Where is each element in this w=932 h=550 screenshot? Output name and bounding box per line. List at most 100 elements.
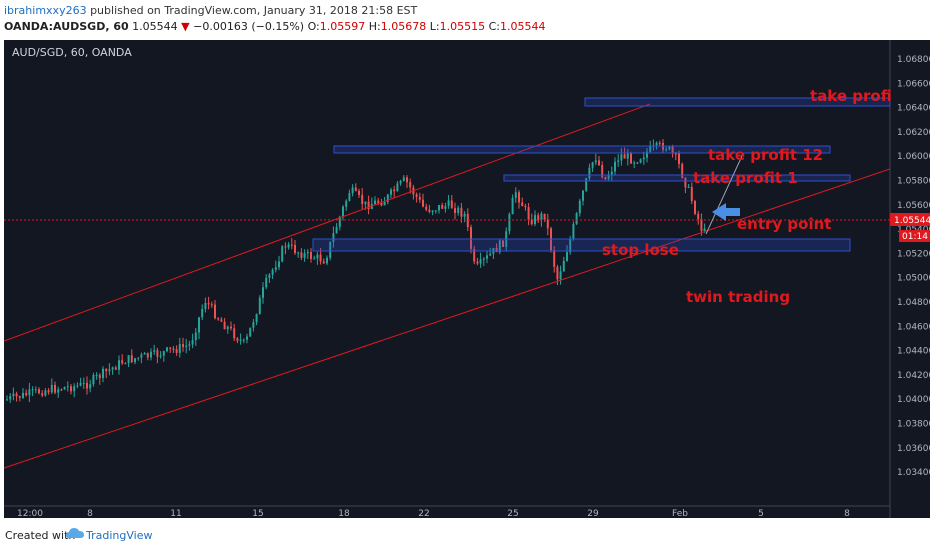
candle-body — [441, 205, 444, 209]
candle-body — [630, 153, 632, 164]
candle-body — [114, 367, 117, 370]
candle-body — [694, 201, 696, 214]
candle-body — [521, 202, 524, 207]
candle-body — [633, 162, 636, 164]
time-tick-label: 11 — [170, 509, 181, 518]
tradingview-link[interactable]: TradingView — [86, 529, 153, 542]
candle-body — [287, 244, 290, 248]
candle-body — [335, 226, 338, 234]
author-link[interactable]: ibrahimxxy263 — [4, 4, 87, 17]
candle-body — [361, 194, 364, 204]
candle-body — [409, 182, 412, 188]
take-profit-12-zone[interactable] — [333, 145, 831, 154]
candle-body — [508, 214, 511, 232]
candle-body — [31, 389, 34, 391]
candle-body — [598, 160, 600, 166]
countdown-tag-text: 01:14 — [902, 232, 928, 242]
candle-body — [655, 142, 658, 146]
candle-body — [137, 357, 140, 359]
candle-body — [322, 261, 325, 264]
take-profit-top-zone[interactable] — [584, 97, 891, 107]
candle-body — [329, 241, 332, 258]
candle-body — [575, 213, 578, 225]
price-chart[interactable]: take profi take profit 12 take profit 1 … — [4, 40, 930, 518]
tradingview-cloud-icon[interactable] — [66, 527, 84, 539]
publish-info: ibrahimxxy263 published on TradingView.c… — [4, 4, 417, 17]
candle-body — [12, 393, 15, 397]
countdown-tag — [899, 230, 930, 242]
candle-body — [47, 390, 50, 393]
chart-area[interactable]: take profi take profit 12 take profit 1 … — [4, 40, 930, 518]
candle-body — [546, 219, 549, 229]
candle-body — [121, 360, 124, 364]
label-take-profit-12[interactable]: take profit 12 — [708, 146, 823, 164]
candle-body — [457, 207, 460, 213]
candle-body — [518, 192, 520, 203]
stop-loss-zone[interactable] — [312, 238, 851, 252]
candle-body — [380, 203, 383, 206]
candle-body — [9, 396, 12, 400]
candle-body — [313, 258, 316, 260]
candle-body — [646, 151, 648, 158]
time-tick-label: 22 — [418, 509, 429, 518]
label-twin-trading[interactable]: twin trading — [686, 288, 790, 306]
candle-body — [642, 157, 645, 160]
candle-body — [303, 253, 306, 258]
candle-body — [626, 153, 629, 159]
price-axis[interactable]: 1.06800 1.06600 1.06400 1.06200 1.06000 1.058… — [897, 55, 930, 478]
label-stop-lose[interactable]: stop lose — [602, 241, 679, 259]
candle-body — [162, 351, 165, 356]
candle-body — [418, 197, 421, 200]
label-take-profit-1[interactable]: take profit 1 — [693, 169, 798, 187]
candle-body — [460, 207, 463, 217]
time-axis[interactable]: 12:00 8 11 15 18 22 25 29 Feb 5 8 — [17, 509, 850, 518]
label-entry-point[interactable]: entry point — [737, 215, 831, 233]
candle-body — [495, 247, 498, 253]
candle-body — [671, 146, 674, 154]
price-tick-label: 1.05600 — [897, 201, 930, 211]
candle-body — [594, 160, 597, 163]
candle-body — [105, 368, 108, 372]
candle-body — [153, 350, 156, 352]
candle-body — [15, 393, 18, 397]
candle-body — [207, 303, 210, 305]
price-tick-label: 1.03600 — [897, 444, 930, 454]
channel-upper-line[interactable] — [4, 103, 651, 342]
candle-body — [70, 386, 72, 392]
candle-body — [50, 384, 53, 393]
candle-body — [66, 386, 69, 388]
candle-body — [454, 208, 456, 213]
label-take-profit-top[interactable]: take profi — [810, 87, 892, 105]
projection-line[interactable] — [705, 155, 743, 235]
candle-body — [466, 213, 469, 228]
footer: Created with TradingView — [0, 518, 932, 550]
candle-body — [367, 201, 370, 210]
channel-lower-line[interactable] — [4, 168, 891, 469]
high-label: H: — [368, 20, 381, 33]
candle-body — [332, 233, 335, 242]
candle-body — [610, 171, 613, 176]
candle-body — [687, 186, 690, 188]
candle-body — [393, 189, 396, 192]
candle-body — [262, 287, 264, 298]
candle-body — [108, 369, 111, 372]
time-tick-label: 29 — [587, 509, 599, 518]
change-down-icon: ▼ — [181, 20, 190, 33]
candle-body — [140, 354, 143, 358]
candle-body — [214, 304, 216, 319]
current-price-tag — [890, 213, 930, 226]
time-tick-label: 18 — [338, 509, 350, 518]
candle-body — [268, 274, 271, 278]
candle-body — [294, 244, 296, 253]
price-tick-label: 1.06400 — [897, 104, 930, 114]
candlestick-series — [6, 139, 706, 403]
take-profit-1-zone[interactable] — [503, 174, 851, 182]
price-tick-label: 1.05800 — [897, 177, 930, 187]
candle-body — [566, 252, 568, 261]
candle-body — [18, 396, 21, 398]
candle-body — [390, 189, 392, 195]
candle-body — [246, 336, 248, 340]
candle-body — [470, 227, 472, 249]
entry-arrow-icon[interactable] — [712, 203, 740, 221]
candle-body — [198, 317, 200, 333]
